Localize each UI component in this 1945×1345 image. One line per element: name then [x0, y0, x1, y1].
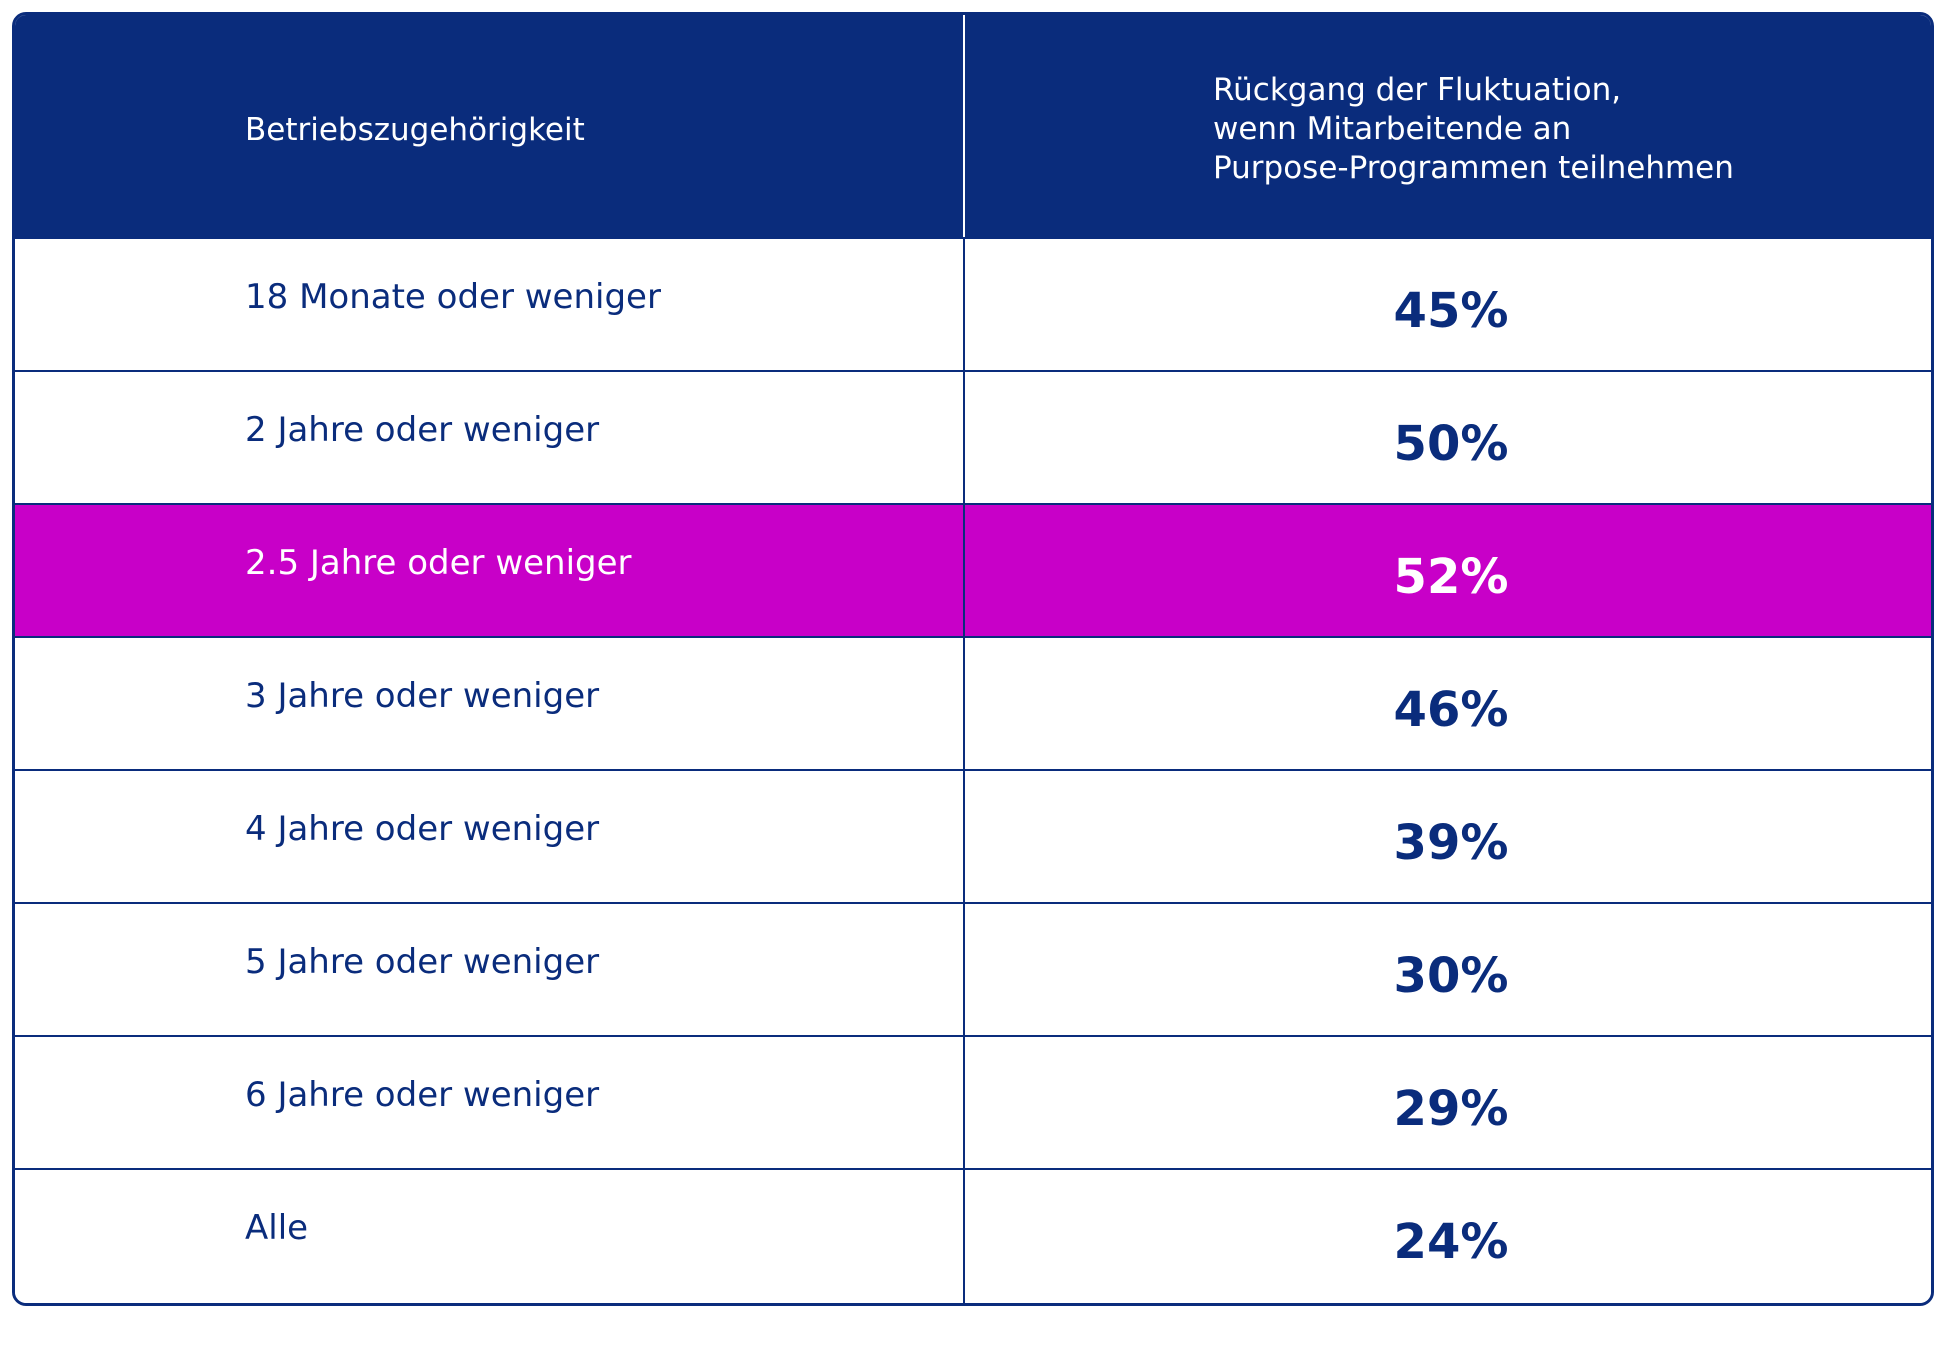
table-row: Alle 24%: [15, 1168, 1931, 1303]
data-table: Betriebszugehörigkeit Rückgang der Flukt…: [12, 12, 1934, 1306]
table-row: 3 Jahre oder weniger 46%: [15, 636, 1931, 769]
header-line-3: Purpose-Programmen teilnehmen: [1213, 150, 1734, 186]
table-row: 4 Jahre oder weniger 39%: [15, 769, 1931, 902]
row-label: 6 Jahre oder weniger: [245, 1075, 600, 1115]
row-label: Alle: [245, 1208, 309, 1248]
header-divider: [963, 15, 965, 237]
row-divider: [963, 1170, 965, 1303]
row-label: 3 Jahre oder weniger: [245, 676, 600, 716]
row-value: 29%: [1393, 1081, 1509, 1137]
header-turnover-reduction: Rückgang der Fluktuation, wenn Mitarbeit…: [1213, 71, 1853, 188]
row-divider: [963, 372, 965, 503]
table-row: 5 Jahre oder weniger 30%: [15, 902, 1931, 1035]
table-header: Betriebszugehörigkeit Rückgang der Flukt…: [15, 15, 1931, 237]
row-value: 52%: [1393, 549, 1509, 605]
table-row: 18 Monate oder weniger 45%: [15, 237, 1931, 370]
row-value: 45%: [1393, 283, 1509, 339]
row-divider: [963, 239, 965, 370]
row-value: 46%: [1393, 682, 1509, 738]
table-row: 2 Jahre oder weniger 50%: [15, 370, 1931, 503]
row-divider: [963, 638, 965, 769]
row-value: 24%: [1393, 1214, 1509, 1270]
header-line-1: Rückgang der Fluktuation,: [1213, 72, 1622, 108]
row-label: 2 Jahre oder weniger: [245, 410, 600, 450]
header-line-2: wenn Mitarbeitende an: [1213, 111, 1572, 147]
row-value: 50%: [1393, 416, 1509, 472]
row-divider: [963, 904, 965, 1035]
row-value: 30%: [1393, 948, 1509, 1004]
row-label: 18 Monate oder weniger: [245, 277, 661, 317]
header-tenure: Betriebszugehörigkeit: [245, 112, 585, 148]
row-divider: [963, 505, 965, 636]
row-label: 5 Jahre oder weniger: [245, 942, 600, 982]
table-row-highlight: 2.5 Jahre oder weniger 52%: [15, 503, 1931, 636]
row-label: 4 Jahre oder weniger: [245, 809, 600, 849]
table-row: 6 Jahre oder weniger 29%: [15, 1035, 1931, 1168]
row-label: 2.5 Jahre oder weniger: [245, 543, 632, 583]
row-divider: [963, 771, 965, 902]
row-value: 39%: [1393, 815, 1509, 871]
row-divider: [963, 1037, 965, 1168]
